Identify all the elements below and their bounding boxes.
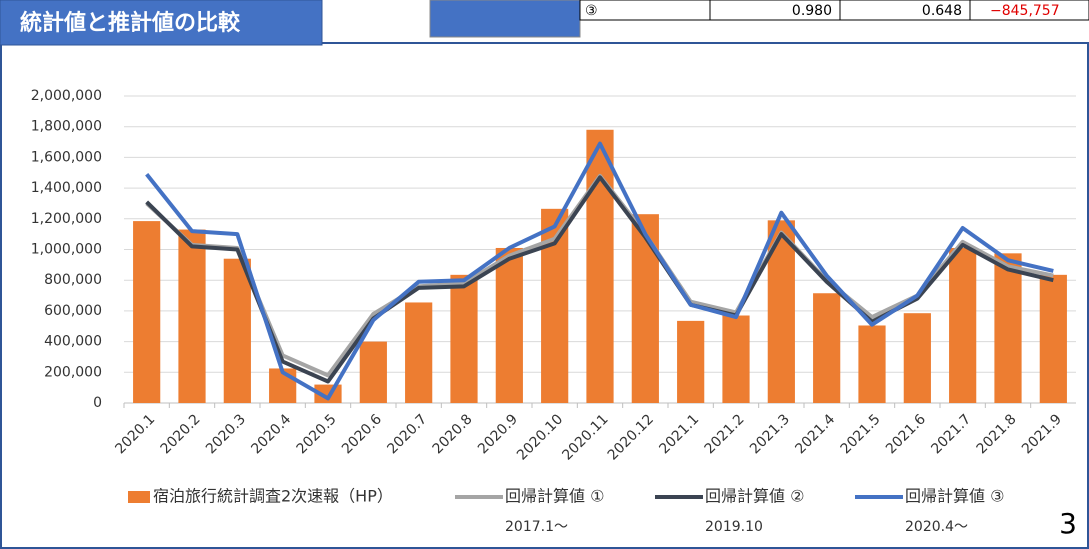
bar [677,320,705,403]
bar [858,325,886,403]
y-tick-label: 0 [93,395,102,411]
table-row: ③ 0.980 0.648 −845,757 [579,0,1089,21]
y-tick-label: 1,000,000 [31,242,102,258]
title-box [0,0,323,46]
y-tick-label: 600,000 [44,303,102,319]
legend-note: 2019.10 [705,519,763,535]
y-tick-label: 1,400,000 [31,180,102,196]
table-header-cell [429,0,581,38]
bar [133,221,161,403]
table-row-bg [579,0,1089,21]
y-tick-label: 2,000,000 [31,88,102,104]
slide-title: 統計値と推計値の比較 [20,10,241,36]
bar [223,258,251,403]
bar [178,229,206,403]
bar [903,313,931,403]
bar [722,315,750,403]
bar [1039,274,1067,403]
legend-swatch [128,491,150,503]
y-tick-label: 1,600,000 [31,149,102,165]
table-cell: 0.648 [922,3,962,19]
bar [994,253,1022,403]
bar [631,214,659,403]
page-number: 3 [1059,507,1077,540]
bar [949,247,977,403]
bar [813,293,841,403]
line [145,141,1054,401]
legend-note: 2017.1〜 [505,519,568,535]
y-tick-label: 800,000 [44,272,102,288]
y-tick-label: 1,800,000 [31,119,102,135]
bar [586,129,614,403]
bar [450,274,478,403]
legend-label: 回帰計算値 ③ [905,487,1004,506]
y-tick-label: 1,200,000 [31,211,102,227]
legend-note: 2020.4〜 [905,519,968,535]
y-tick-label: 200,000 [44,364,102,380]
table-cell: −845,757 [990,3,1060,19]
legend-label: 回帰計算値 ② [705,487,804,506]
table-cell: ③ [585,3,598,19]
bar [405,302,433,403]
legend-label: 宿泊旅行統計調査2次速報（HP） [153,487,393,506]
table-cell: 0.980 [792,3,832,19]
bar [495,247,523,403]
legend-label: 回帰計算値 ① [505,487,604,506]
y-tick-label: 400,000 [44,334,102,350]
bar [359,341,387,403]
